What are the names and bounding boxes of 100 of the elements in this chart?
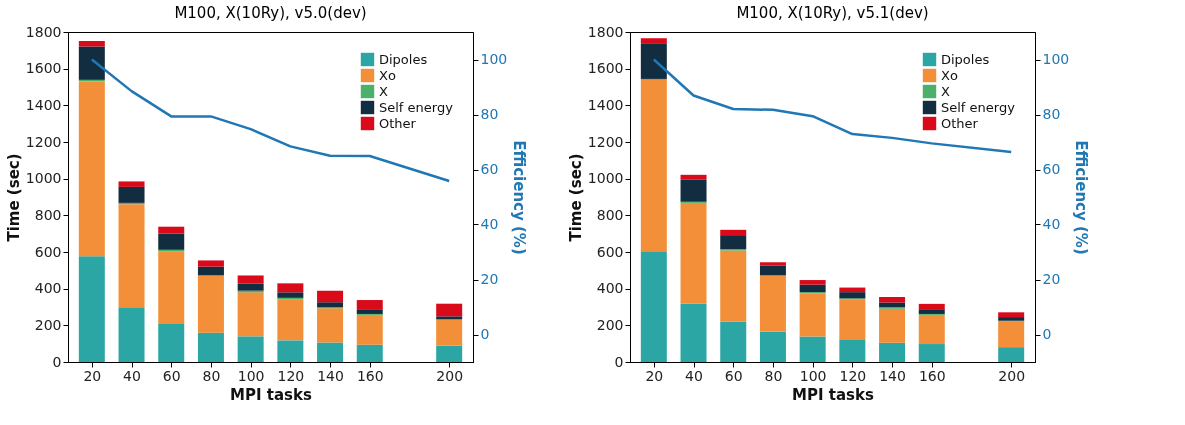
bar	[277, 299, 304, 341]
bar	[799, 336, 826, 362]
legend-label: X	[941, 83, 950, 99]
bar	[118, 204, 145, 308]
x-tick-label: 200	[436, 367, 464, 384]
bar	[918, 303, 945, 310]
y-axis-title: Time (sec)	[4, 153, 23, 242]
y2-tick-label: 0	[1042, 326, 1052, 342]
bar	[759, 265, 786, 276]
x-axis-title: MPI tasks	[230, 385, 312, 404]
legend-label: Self energy	[941, 99, 1016, 115]
bar	[118, 307, 145, 362]
bar	[720, 250, 747, 322]
bar	[640, 43, 667, 79]
legend-label: Self energy	[379, 99, 454, 115]
bar	[356, 309, 383, 314]
bar	[680, 303, 707, 362]
y-tick-label: 1800	[587, 23, 624, 40]
y-tick-label: 400	[596, 280, 624, 297]
bar	[197, 276, 224, 333]
x-tick-label: 20	[645, 367, 664, 384]
x-tick-label: 80	[202, 367, 221, 384]
bar	[680, 179, 707, 202]
legend-label: Xo	[941, 67, 958, 83]
x-tick-label: 200	[998, 367, 1026, 384]
y-tick-label: 1800	[25, 23, 62, 40]
bar	[78, 46, 105, 80]
bar	[799, 284, 826, 293]
y-tick-label: 1600	[25, 60, 62, 77]
bar	[317, 302, 344, 308]
legend-label: Dipoles	[379, 51, 428, 67]
x-tick-label: 160	[918, 367, 946, 384]
x-tick-label: 40	[123, 367, 141, 384]
bar	[237, 275, 264, 284]
bar	[237, 292, 264, 337]
bar	[277, 292, 304, 298]
y2-axis-title: Efficiency (%)	[510, 140, 529, 255]
chart-title: M100, X(10Ry), v5.1(dev)	[736, 4, 929, 22]
legend-label: Other	[379, 115, 417, 131]
bar	[118, 181, 145, 187]
y2-tick-label: 20	[1042, 271, 1061, 287]
bar	[158, 226, 185, 234]
bar	[317, 290, 344, 303]
bar	[879, 302, 906, 308]
bar	[998, 321, 1025, 348]
bar	[918, 344, 945, 362]
x-tick-label: 140	[317, 367, 344, 384]
bar	[799, 293, 826, 337]
y-tick-label: 800	[34, 206, 62, 223]
x-tick-label: 60	[724, 367, 743, 384]
y-tick-label: 400	[34, 280, 62, 297]
bar	[436, 320, 463, 346]
y-axis-title: Time (sec)	[566, 153, 585, 242]
legend-label: Dipoles	[941, 51, 990, 67]
bar	[759, 262, 786, 266]
bar	[799, 280, 826, 285]
bar	[78, 40, 105, 47]
y-tick-label: 1200	[587, 133, 624, 150]
bar	[640, 38, 667, 44]
bar	[720, 321, 747, 362]
y-tick-label: 600	[34, 243, 62, 260]
x-tick-label: 20	[83, 367, 102, 384]
x-tick-label: 100	[799, 367, 827, 384]
x-tick-label: 80	[764, 367, 783, 384]
y-tick-label: 1600	[587, 60, 624, 77]
bar	[998, 312, 1025, 318]
bar	[759, 276, 786, 332]
y2-tick-label: 80	[1042, 106, 1061, 122]
bar	[879, 308, 906, 343]
x-tick-label: 40	[685, 367, 703, 384]
bar	[118, 186, 145, 203]
x-axis-title: MPI tasks	[792, 385, 874, 404]
legend-label: Other	[941, 115, 979, 131]
y2-tick-label: 60	[1042, 161, 1061, 177]
x-tick-label: 100	[237, 367, 265, 384]
bar	[197, 266, 224, 276]
y2-tick-label: 80	[480, 106, 499, 122]
bar	[356, 344, 383, 362]
x-tick-label: 140	[879, 367, 906, 384]
bar	[78, 81, 105, 257]
y-tick-label: 200	[34, 316, 62, 333]
bar	[197, 332, 224, 362]
bar	[356, 300, 383, 310]
x-tick-label: 60	[162, 367, 181, 384]
y-tick-label: 1000	[25, 170, 62, 187]
bar	[277, 283, 304, 293]
bar	[918, 309, 945, 314]
y2-tick-label: 40	[480, 216, 499, 232]
bar	[78, 256, 105, 362]
bar	[237, 283, 264, 291]
bar	[759, 331, 786, 362]
y-tick-label: 200	[596, 316, 624, 333]
bar	[839, 299, 866, 340]
bar	[158, 324, 185, 362]
bar	[879, 342, 906, 362]
bar	[277, 340, 304, 362]
legend-label: Xo	[379, 67, 396, 83]
bar	[197, 260, 224, 267]
y-tick-label: 0	[614, 353, 624, 370]
chart-title: M100, X(10Ry), v5.0(dev)	[174, 4, 367, 22]
